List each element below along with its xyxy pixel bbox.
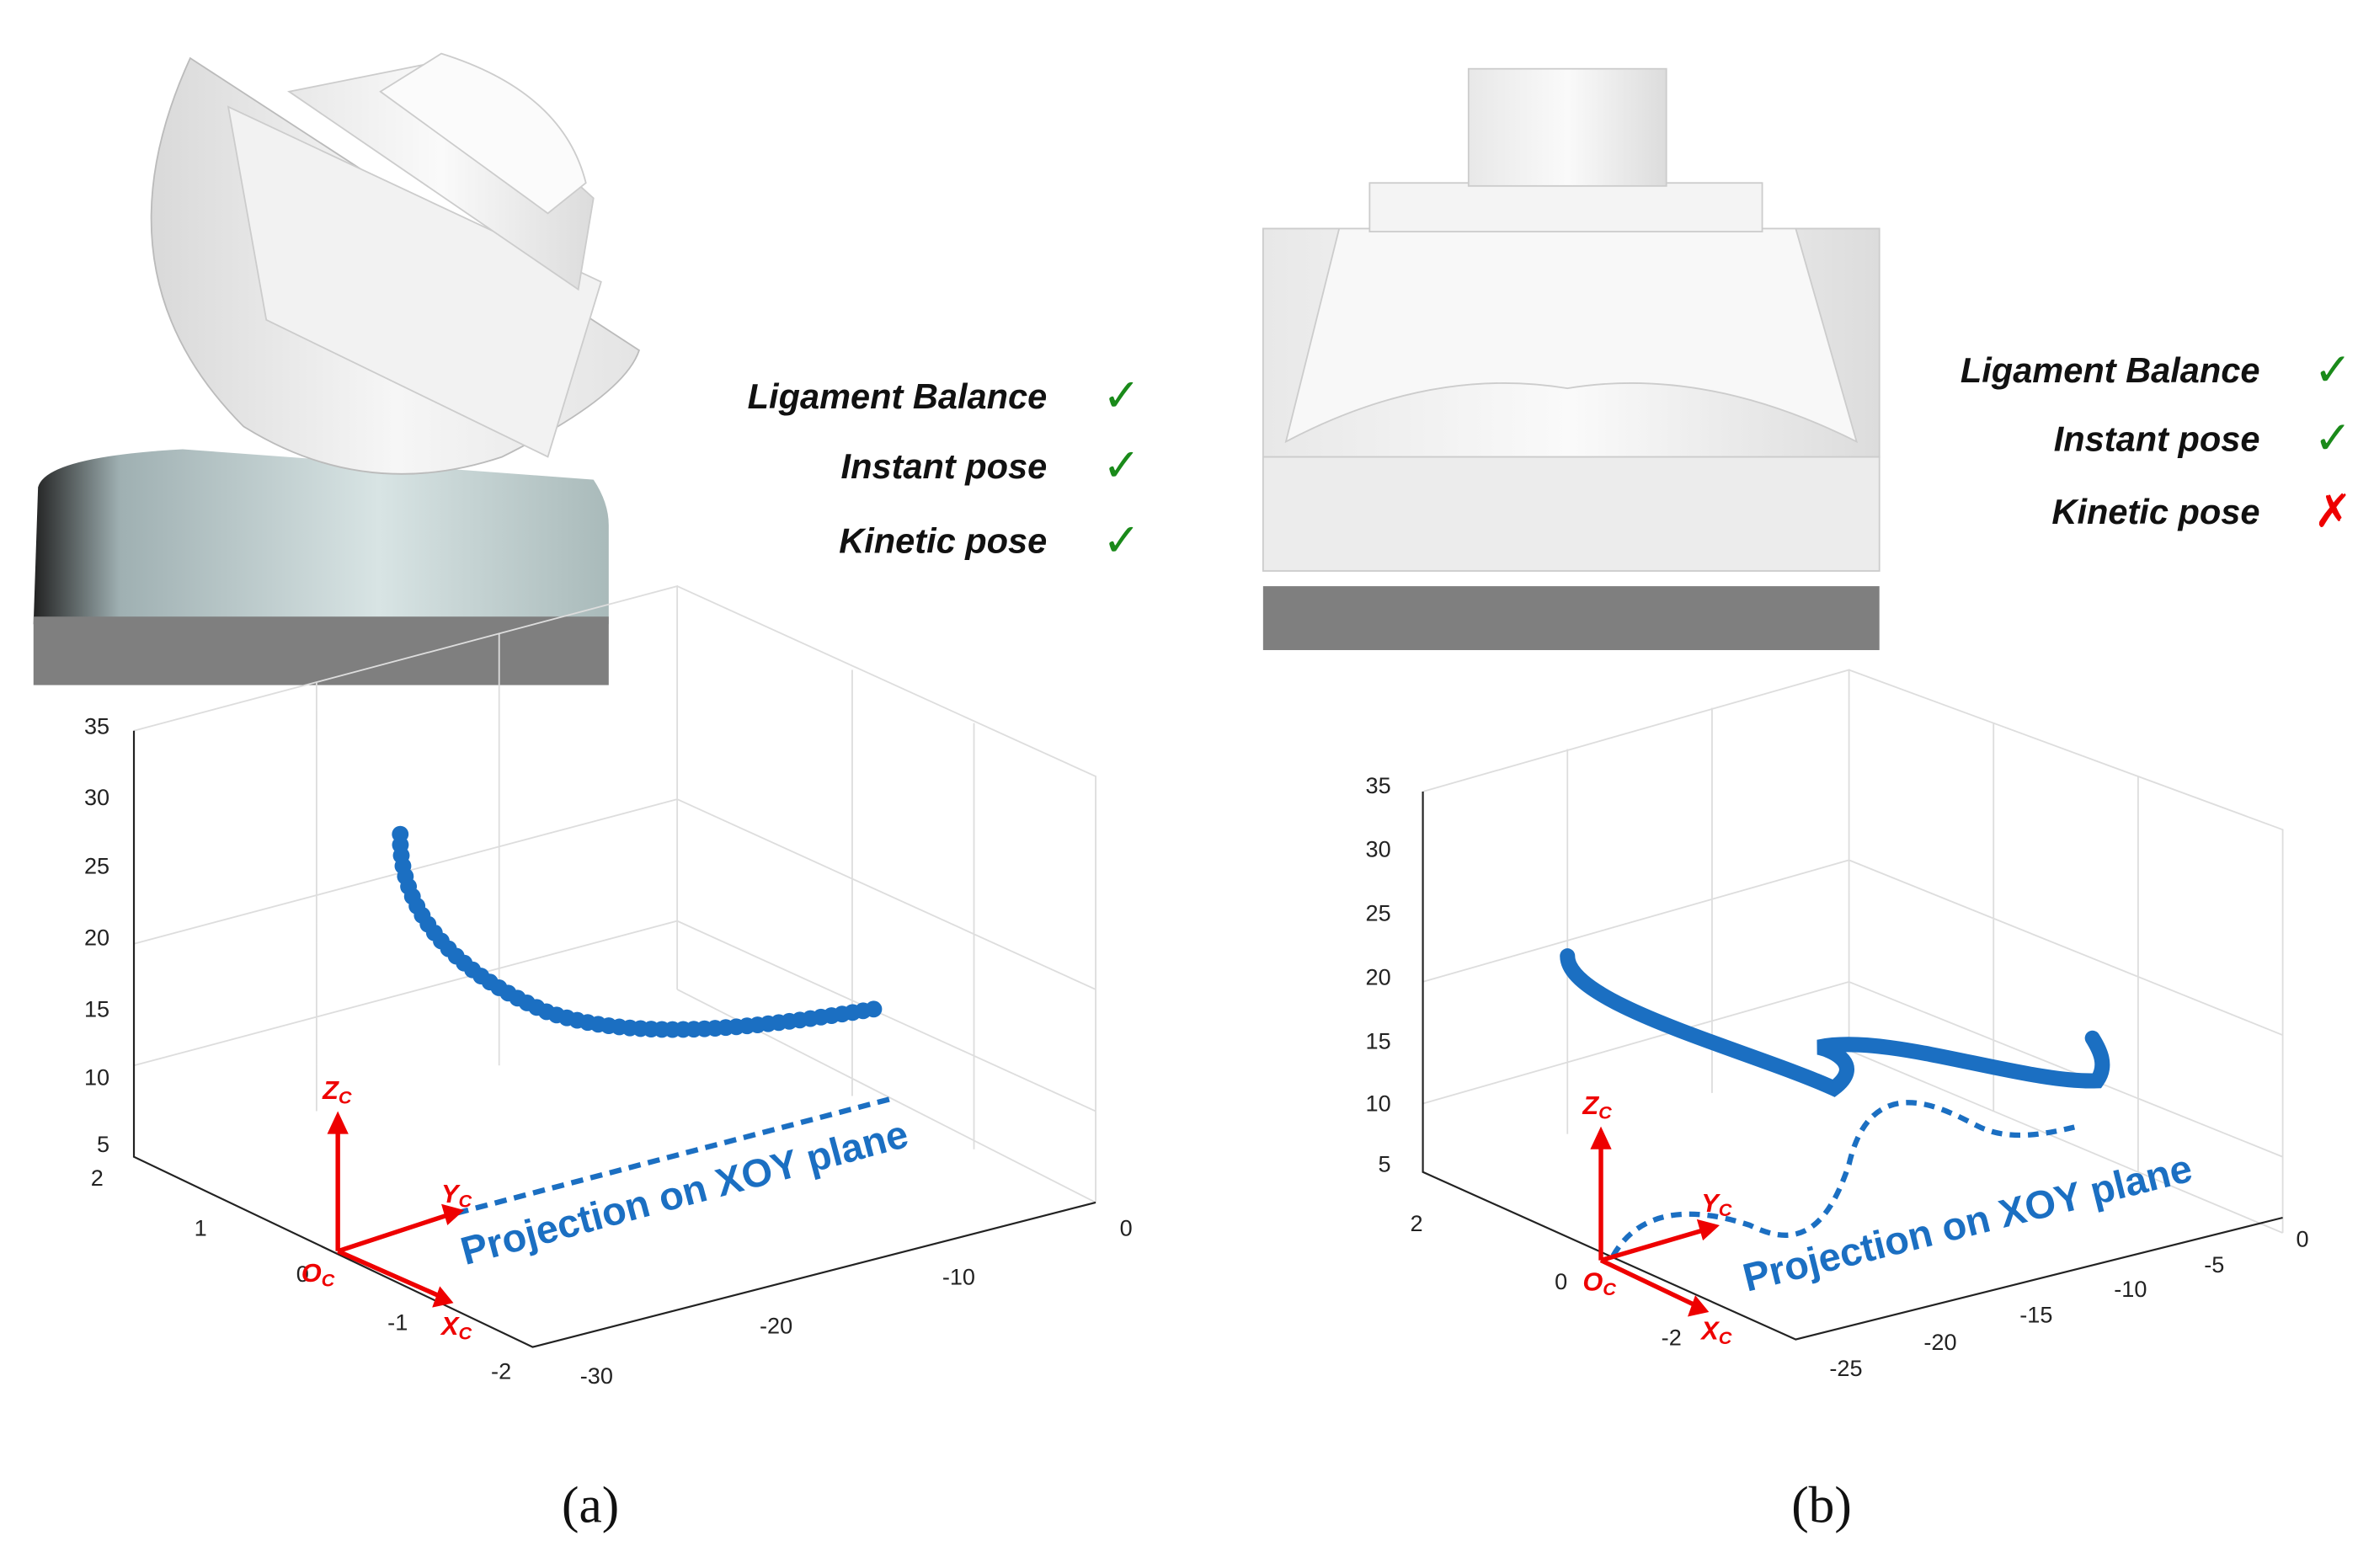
z-tick-label: 35 bbox=[84, 712, 109, 739]
plot-frame-a bbox=[132, 584, 1096, 1348]
y-tick-label: -2 bbox=[1662, 1325, 1682, 1351]
x-tick-label: -10 bbox=[942, 1263, 975, 1289]
status-mark: ✓ bbox=[1102, 515, 1140, 566]
frame-arrows-b bbox=[1590, 1126, 1720, 1317]
z-tick-label: 25 bbox=[1366, 900, 1391, 926]
x-tick-label: -30 bbox=[580, 1363, 613, 1389]
frame-label: ZC bbox=[322, 1075, 352, 1107]
frame-subscript: C bbox=[459, 1190, 472, 1211]
z-tick-label: 5 bbox=[97, 1131, 109, 1157]
z-tick-label: 5 bbox=[1379, 1151, 1391, 1177]
trajectory-a bbox=[392, 825, 892, 1038]
frame-label: YC bbox=[441, 1179, 472, 1211]
y-tick-label: 2 bbox=[91, 1165, 104, 1191]
status-mark: ✓ bbox=[2313, 413, 2351, 464]
panel-label: (a) bbox=[562, 1476, 619, 1533]
frame-label: ZC bbox=[1582, 1091, 1612, 1123]
y-tick-label: -1 bbox=[387, 1309, 408, 1336]
x-tick-label: -25 bbox=[1829, 1355, 1862, 1381]
frame-letter: Y bbox=[1701, 1188, 1720, 1218]
z-tick-label: 35 bbox=[1366, 772, 1391, 798]
status-mark: ✗ bbox=[2313, 486, 2351, 536]
z-tick-label: 15 bbox=[1366, 1027, 1391, 1053]
x-tick-label: 0 bbox=[1120, 1215, 1133, 1241]
x-tick-label: -10 bbox=[2114, 1276, 2147, 1302]
projection-b bbox=[1610, 1100, 2078, 1257]
checklist-item: Kinetic pose bbox=[839, 520, 1047, 560]
frame-subscript: C bbox=[322, 1269, 335, 1290]
y-tick-label: 0 bbox=[1555, 1268, 1567, 1294]
panel-label: (b) bbox=[1791, 1476, 1852, 1533]
projection-label: Projection on XOY plane bbox=[456, 1111, 912, 1273]
frame-subscript: C bbox=[1598, 1102, 1612, 1123]
checklist-item: Ligament Balance bbox=[1961, 350, 2260, 390]
frame-subscript: C bbox=[459, 1323, 472, 1344]
status-mark: ✓ bbox=[2313, 344, 2351, 395]
frame-label: OC bbox=[301, 1258, 335, 1290]
frame-letter: Z bbox=[322, 1075, 339, 1105]
frame-arrows-a bbox=[327, 1111, 465, 1308]
checklist-item: Instant pose bbox=[2054, 419, 2260, 458]
y-tick-label: 1 bbox=[195, 1215, 207, 1241]
frame-label: OC bbox=[1582, 1267, 1616, 1299]
frame-subscript: C bbox=[1719, 1199, 1732, 1220]
checklist-item: Instant pose bbox=[841, 446, 1048, 486]
z-tick-label: 30 bbox=[84, 784, 109, 810]
x-tick-label: -5 bbox=[2204, 1251, 2224, 1277]
checklist-item: Ligament Balance bbox=[748, 376, 1048, 416]
z-tick-label: 10 bbox=[1366, 1090, 1391, 1116]
frame-letter: O bbox=[301, 1258, 322, 1288]
x-tick-label: -20 bbox=[1923, 1329, 1956, 1355]
y-tick-label: 0 bbox=[296, 1261, 309, 1287]
status-mark: ✓ bbox=[1102, 440, 1140, 491]
projection-a bbox=[456, 1096, 891, 1216]
z-tick-label: 20 bbox=[1366, 963, 1391, 989]
frame-letter: Y bbox=[441, 1179, 461, 1208]
frame-subscript: C bbox=[1719, 1327, 1732, 1348]
checklist-item: Kinetic pose bbox=[2051, 492, 2259, 531]
y-tick-label: 2 bbox=[1411, 1210, 1423, 1236]
x-tick-label: -20 bbox=[760, 1312, 792, 1338]
x-tick-label: -15 bbox=[2019, 1302, 2052, 1328]
z-tick-label: 30 bbox=[1366, 836, 1391, 862]
frame-label: XC bbox=[1699, 1316, 1731, 1348]
implant-render-a bbox=[33, 52, 641, 685]
frame-label: XC bbox=[440, 1311, 472, 1343]
z-tick-label: 10 bbox=[84, 1064, 109, 1091]
z-tick-label: 25 bbox=[84, 853, 109, 879]
frame-letter: X bbox=[1699, 1316, 1720, 1346]
implant-render-b bbox=[1262, 67, 1881, 650]
z-tick-label: 20 bbox=[84, 924, 109, 950]
y-tick-label: -2 bbox=[491, 1357, 511, 1384]
status-mark: ✓ bbox=[1102, 371, 1140, 421]
trajectory-b bbox=[1560, 948, 2110, 1097]
frame-letter: X bbox=[440, 1311, 461, 1341]
x-tick-label: 0 bbox=[2297, 1225, 2309, 1251]
frame-letter: Z bbox=[1582, 1091, 1599, 1120]
frame-subscript: C bbox=[339, 1086, 352, 1107]
frame-subscript: C bbox=[1603, 1278, 1616, 1299]
z-tick-label: 15 bbox=[84, 995, 109, 1021]
frame-label: YC bbox=[1701, 1188, 1731, 1220]
frame-letter: O bbox=[1582, 1267, 1603, 1297]
